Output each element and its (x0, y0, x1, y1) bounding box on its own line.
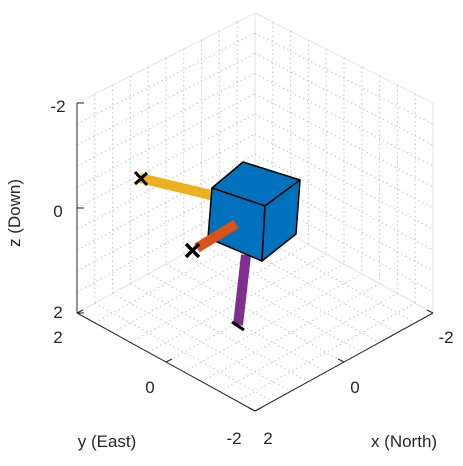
grid-line (165, 263, 345, 363)
z-tick-label: -2 (50, 97, 65, 116)
x-tick-label: 2 (263, 429, 272, 448)
grid-line (165, 263, 345, 363)
z-tick-label: 2 (53, 303, 62, 322)
grid-lines (76, 22, 434, 402)
x-axis-label: x (North) (371, 432, 437, 451)
grid-line (254, 73, 434, 167)
x-tick-label: 0 (350, 378, 359, 397)
z-axis-label: z (Down) (5, 179, 24, 247)
vector-down (233, 254, 251, 326)
body-cube (207, 161, 301, 262)
x-tick-label: -2 (438, 328, 453, 347)
grid-line (76, 32, 256, 125)
vector-east-arrowhead (133, 170, 149, 187)
y-tick-label: 0 (145, 378, 154, 397)
grid-line (254, 32, 434, 125)
vector-down-arrowhead (231, 320, 245, 332)
z-tick-label: 0 (53, 202, 62, 221)
vector-north (194, 219, 239, 253)
cube-right-face (261, 179, 301, 262)
grid-line (76, 73, 256, 167)
grid-line (236, 302, 416, 402)
tick-marks (76, 102, 434, 412)
grid-line (254, 113, 434, 209)
vector-east (138, 173, 217, 201)
y-tick-label: 2 (53, 328, 62, 347)
y-tick-label: -2 (226, 429, 241, 448)
y-axis-label: y (East) (78, 432, 137, 451)
vector-north-arrowhead (184, 242, 201, 259)
grid-line (76, 113, 256, 209)
